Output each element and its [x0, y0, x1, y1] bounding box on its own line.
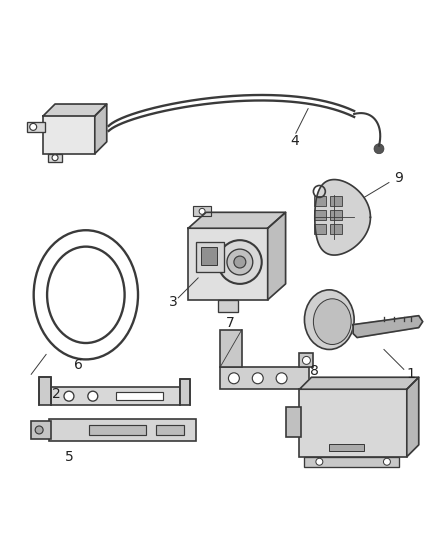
Bar: [286, 407, 301, 437]
Bar: [89, 425, 146, 435]
Bar: [180, 379, 190, 405]
Polygon shape: [353, 316, 423, 337]
Polygon shape: [43, 104, 107, 116]
Ellipse shape: [314, 299, 351, 344]
Bar: [330, 224, 342, 234]
Circle shape: [199, 208, 205, 214]
Bar: [31, 421, 51, 439]
Bar: [329, 444, 364, 451]
Circle shape: [234, 256, 246, 268]
Bar: [300, 389, 407, 457]
Bar: [51, 387, 180, 405]
Bar: [314, 197, 326, 206]
Bar: [48, 154, 62, 161]
Bar: [300, 353, 314, 367]
Circle shape: [229, 373, 240, 384]
Bar: [218, 300, 238, 312]
Circle shape: [383, 458, 390, 465]
Text: 4: 4: [290, 134, 299, 148]
Text: 8: 8: [310, 365, 319, 378]
Circle shape: [218, 240, 262, 284]
Bar: [330, 211, 342, 220]
Circle shape: [30, 124, 37, 131]
Circle shape: [303, 357, 311, 365]
Polygon shape: [300, 377, 419, 389]
Ellipse shape: [304, 290, 354, 350]
Polygon shape: [188, 212, 286, 228]
Polygon shape: [315, 180, 371, 255]
Bar: [193, 206, 211, 216]
Text: 6: 6: [74, 358, 83, 373]
Text: 9: 9: [394, 171, 403, 184]
Bar: [314, 211, 326, 220]
Bar: [220, 329, 242, 367]
Bar: [116, 392, 163, 400]
Bar: [196, 242, 224, 272]
Circle shape: [252, 373, 263, 384]
Bar: [39, 377, 51, 405]
Bar: [304, 457, 399, 467]
Text: 7: 7: [226, 316, 234, 329]
Bar: [43, 116, 95, 154]
Bar: [330, 197, 342, 206]
Circle shape: [316, 458, 323, 465]
Bar: [49, 419, 196, 441]
Bar: [201, 247, 217, 265]
Circle shape: [64, 391, 74, 401]
Bar: [188, 228, 268, 300]
Text: 1: 1: [406, 367, 415, 381]
Text: 2: 2: [52, 387, 60, 401]
Bar: [220, 367, 309, 389]
Text: 5: 5: [64, 450, 73, 464]
Polygon shape: [268, 212, 286, 300]
Circle shape: [52, 155, 58, 160]
Bar: [314, 224, 326, 234]
Bar: [27, 122, 45, 132]
Circle shape: [374, 144, 384, 154]
Circle shape: [276, 373, 287, 384]
Circle shape: [227, 249, 253, 275]
Circle shape: [88, 391, 98, 401]
Circle shape: [35, 426, 43, 434]
Polygon shape: [95, 104, 107, 154]
Bar: [156, 425, 184, 435]
Text: 3: 3: [169, 295, 178, 309]
Polygon shape: [407, 377, 419, 457]
